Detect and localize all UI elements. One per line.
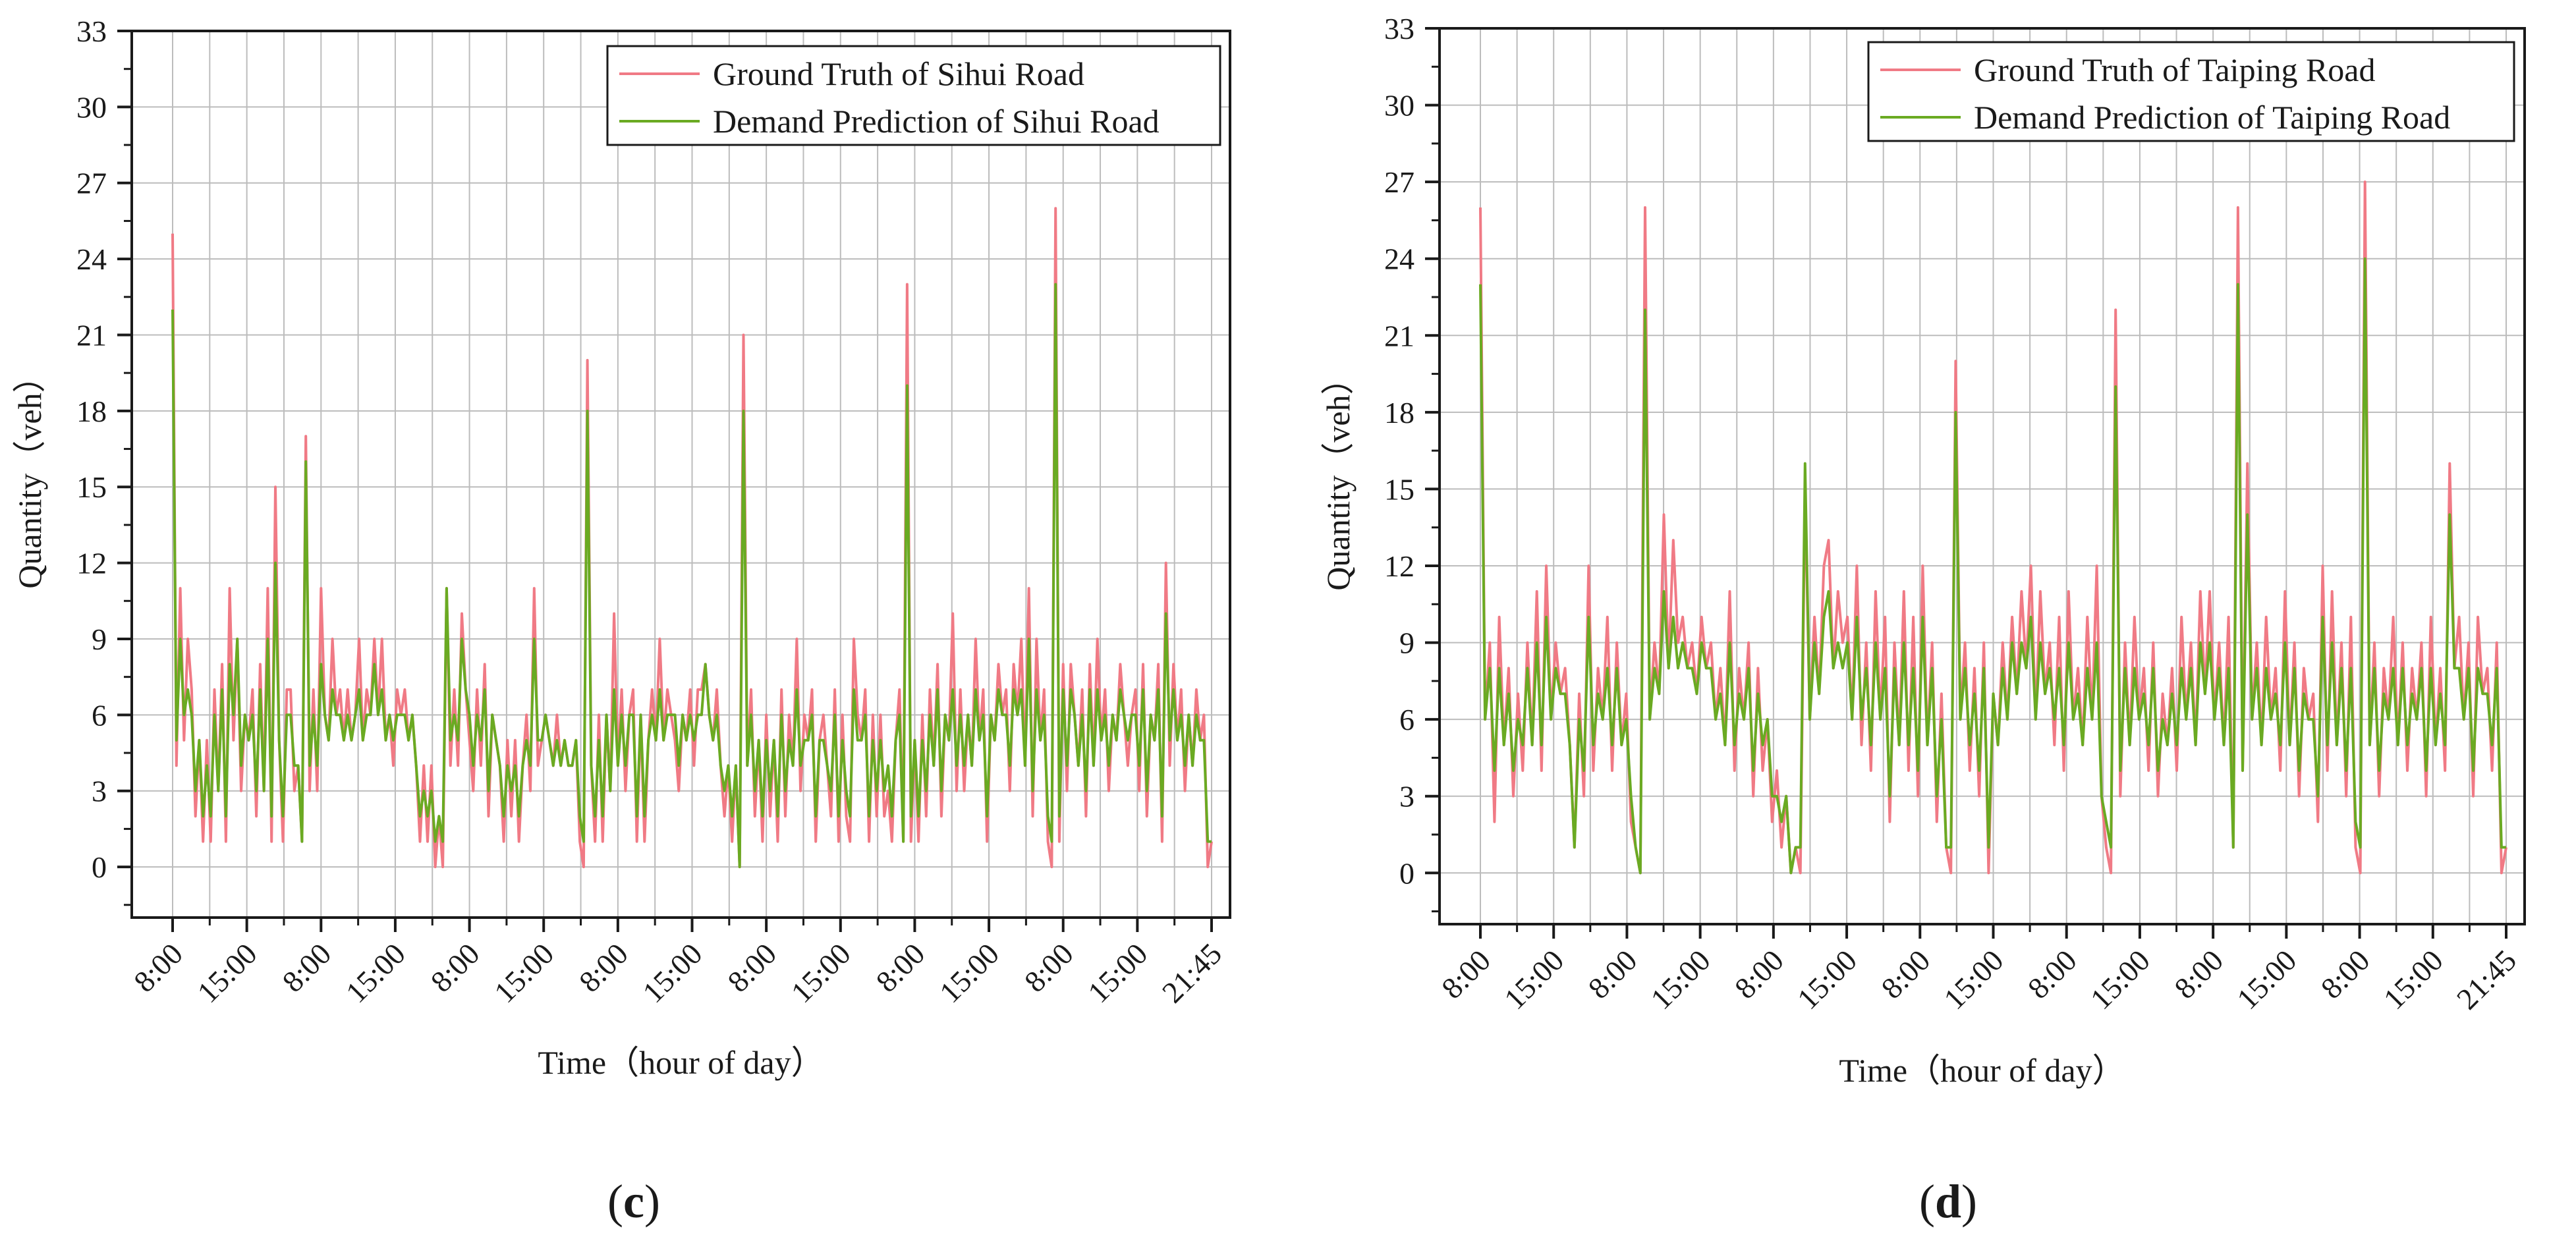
x-tick-label: 8:00 bbox=[573, 937, 634, 999]
y-tick-label: 33 bbox=[76, 14, 107, 48]
x-tick-label: 8:00 bbox=[2021, 943, 2083, 1005]
y-tick-label: 24 bbox=[1384, 242, 1414, 276]
x-axis: 8:00 15:00 8:00 15:00 8:00 15:00 8:00 15:00 8:00… bbox=[127, 918, 1228, 1009]
y-tick-label: 27 bbox=[1384, 165, 1414, 199]
y-tick-label: 21 bbox=[1384, 319, 1414, 352]
y-axis-title: Quantity（veh） bbox=[1320, 362, 1357, 590]
y-tick-label: 12 bbox=[76, 547, 107, 580]
y-tick-label: 18 bbox=[1384, 396, 1414, 429]
plot-frame bbox=[130, 30, 1231, 919]
y-tick-label: 9 bbox=[1399, 626, 1414, 660]
panel-label-letter: d bbox=[1935, 1175, 1961, 1228]
x-axis-title: Time（hour of day） bbox=[1839, 1052, 2125, 1089]
x-tick-label: 15:00 bbox=[1081, 937, 1154, 1009]
x-tick-label: 21:45 bbox=[2450, 943, 2523, 1016]
panel-label-open: ( bbox=[607, 1175, 623, 1228]
y-tick-label: 15 bbox=[76, 470, 107, 504]
y-axis-title: Quantity（veh） bbox=[11, 360, 48, 588]
y-tick-label: 30 bbox=[76, 90, 107, 124]
x-tick-label: 15:00 bbox=[1498, 943, 1570, 1016]
x-axis: 8:00 15:00 8:00 15:00 8:00 15:00 8:00 15:00 8:00… bbox=[1435, 924, 2523, 1016]
x-tick-label: 8:00 bbox=[275, 937, 337, 999]
panel-label: (d) bbox=[1919, 1175, 1977, 1228]
y-tick-label: 6 bbox=[92, 698, 107, 732]
x-tick-label: 8:00 bbox=[1018, 937, 1080, 999]
x-tick-label: 15:00 bbox=[636, 937, 708, 1009]
x-tick-label: 8:00 bbox=[127, 937, 189, 999]
y-tick-label: 12 bbox=[1384, 549, 1414, 583]
legend: Ground Truth of Taiping Road Demand Predi… bbox=[1867, 41, 2515, 142]
x-tick-label: 15:00 bbox=[1791, 943, 1863, 1016]
x-tick-label: 15:00 bbox=[339, 937, 412, 1009]
x-tick-label: 8:00 bbox=[721, 937, 783, 999]
x-tick-label: 8:00 bbox=[1435, 943, 1497, 1005]
x-tick-label: 15:00 bbox=[2084, 943, 2156, 1016]
panel-label: (c) bbox=[607, 1175, 660, 1228]
x-tick-label: 8:00 bbox=[424, 937, 486, 999]
y-tick-label: 3 bbox=[92, 775, 107, 808]
y-axis: 0 3 6 9 12 15 18 21 24 27 30 33 bbox=[1384, 12, 1440, 913]
legend-label: Demand Prediction of Taiping Road bbox=[1974, 99, 2450, 136]
panel-label-letter: c bbox=[623, 1175, 644, 1228]
series-line-demand-prediction bbox=[1479, 257, 2506, 875]
x-tick-label: 15:00 bbox=[488, 937, 560, 1009]
x-tick-label: 21:45 bbox=[1156, 937, 1228, 1009]
grid bbox=[1440, 28, 2525, 924]
x-tick-label: 15:00 bbox=[1937, 943, 2009, 1016]
y-tick-label: 9 bbox=[92, 622, 107, 656]
x-tick-label: 15:00 bbox=[2230, 943, 2303, 1016]
legend-label: Ground Truth of Taiping Road bbox=[1974, 51, 2376, 88]
panel-label-open: ( bbox=[1919, 1175, 1935, 1228]
y-axis: 0 3 6 9 12 15 18 21 24 27 30 33 bbox=[76, 14, 132, 906]
legend-box bbox=[606, 45, 1221, 146]
x-tick-label: 15:00 bbox=[933, 937, 1005, 1009]
x-tick-label: 15:00 bbox=[1644, 943, 1717, 1016]
y-tick-label: 3 bbox=[1399, 780, 1414, 813]
y-tick-label: 21 bbox=[76, 318, 107, 352]
y-tick-label: 30 bbox=[1384, 89, 1414, 123]
x-tick-label: 8:00 bbox=[870, 937, 932, 999]
legend: Ground Truth of Sihui Road Demand Predict… bbox=[606, 45, 1221, 146]
panel-label-close: ) bbox=[644, 1175, 660, 1228]
x-tick-label: 8:00 bbox=[1582, 943, 1644, 1005]
x-tick-label: 15:00 bbox=[2377, 943, 2450, 1016]
y-tick-label: 0 bbox=[92, 850, 107, 884]
legend-label: Demand Prediction of Sihui Road bbox=[713, 103, 1160, 140]
plot-frame bbox=[1438, 27, 2526, 925]
legend-box bbox=[1867, 41, 2515, 142]
y-tick-label: 15 bbox=[1384, 472, 1414, 506]
x-tick-label: 15:00 bbox=[785, 937, 857, 1009]
legend-label: Ground Truth of Sihui Road bbox=[713, 55, 1084, 92]
x-tick-label: 8:00 bbox=[1874, 943, 1936, 1005]
y-tick-label: 33 bbox=[1384, 12, 1414, 45]
y-tick-label: 0 bbox=[1399, 856, 1414, 890]
y-tick-label: 6 bbox=[1399, 703, 1414, 736]
x-axis-title: Time（hour of day） bbox=[538, 1044, 824, 1081]
x-tick-label: 8:00 bbox=[2314, 943, 2376, 1005]
x-tick-label: 8:00 bbox=[1728, 943, 1790, 1005]
panel-label-close: ) bbox=[1961, 1175, 1977, 1228]
y-tick-label: 27 bbox=[76, 167, 107, 200]
series-line-demand-prediction bbox=[171, 283, 1212, 869]
y-tick-label: 18 bbox=[76, 395, 107, 428]
y-tick-label: 24 bbox=[76, 242, 107, 276]
x-tick-label: 8:00 bbox=[2168, 943, 2229, 1005]
x-tick-label: 15:00 bbox=[191, 937, 264, 1009]
